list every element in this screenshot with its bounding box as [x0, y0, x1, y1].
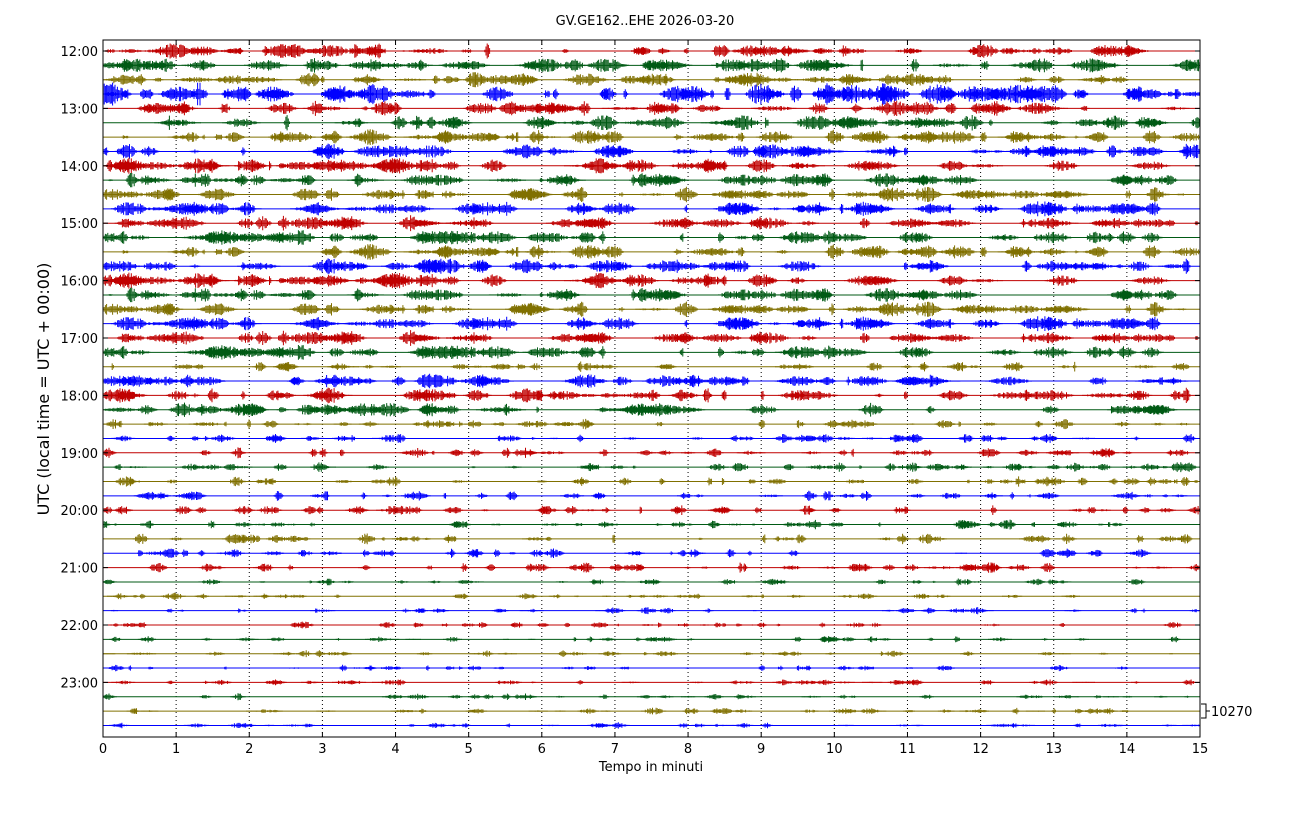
x-tick-label: 12	[972, 742, 989, 757]
trace-row	[102, 505, 1200, 515]
x-tick-label: 7	[611, 742, 619, 757]
trace-row	[106, 664, 1131, 672]
trace-row	[109, 722, 1201, 729]
trace-row	[102, 345, 1164, 360]
y-tick-label: 14:00	[61, 160, 98, 175]
trace-row	[109, 621, 1183, 629]
trace-row	[102, 143, 1200, 160]
trace-row	[102, 186, 1187, 203]
trace-row	[102, 578, 1146, 586]
trace-row	[108, 173, 1178, 188]
y-tick-label: 15:00	[61, 217, 98, 232]
trace-row	[132, 533, 1193, 545]
x-tick-label: 15	[1192, 742, 1209, 757]
trace-row	[113, 462, 1197, 473]
y-axis-ticks: 12:00 13:00 14:00 15:00 16:00 17:00 18:00 19:00…	[61, 45, 1200, 691]
x-tick-label: 8	[684, 742, 692, 757]
trace-row	[110, 361, 1191, 372]
trace-row	[102, 387, 1191, 404]
x-tick-label: 11	[899, 742, 916, 757]
x-tick-label: 3	[318, 742, 326, 757]
trace-row	[114, 330, 1199, 346]
minute-grid	[175, 40, 1128, 737]
y-tick-label: 17:00	[61, 332, 98, 347]
x-tick-label: 4	[391, 742, 399, 757]
x-tick-label: 6	[538, 742, 546, 757]
y-tick-label: 12:00	[61, 45, 98, 60]
plot-frame	[102, 39, 1201, 738]
trace-row	[111, 316, 1162, 332]
x-tick-label: 10	[826, 742, 843, 757]
chart-title: GV.GE162..EHE 2026-03-20	[556, 14, 735, 29]
x-tick-label: 1	[172, 742, 180, 757]
seismic-traces	[102, 43, 1201, 729]
trace-row	[111, 434, 1196, 443]
y-tick-label: 13:00	[61, 102, 98, 117]
trace-row	[102, 447, 1190, 459]
amplitude-scale-bar: 10270	[1201, 703, 1252, 720]
y-tick-label: 21:00	[61, 562, 98, 577]
trace-row	[102, 82, 1200, 106]
x-tick-label: 5	[465, 742, 473, 757]
y-tick-label: 20:00	[61, 504, 98, 519]
trace-row	[147, 562, 1201, 573]
trace-row	[102, 301, 1187, 317]
trace-row	[102, 519, 1127, 530]
trace-row	[107, 592, 1080, 600]
trace-row	[102, 272, 1171, 289]
trace-row	[104, 418, 1190, 430]
trace-row	[104, 157, 1171, 174]
y-tick-label: 23:00	[61, 676, 98, 691]
trace-row	[103, 650, 1173, 658]
trace-row	[102, 373, 1189, 389]
trace-row	[113, 476, 1199, 487]
trace-row	[102, 72, 1129, 88]
scale-bracket	[1201, 703, 1210, 719]
trace-row	[110, 607, 1201, 615]
y-tick-label: 16:00	[61, 275, 98, 290]
trace-row	[109, 636, 1181, 643]
trace-row	[102, 230, 1164, 245]
y-tick-label: 22:00	[61, 619, 98, 634]
x-tick-label: 13	[1045, 742, 1062, 757]
x-tick-label: 9	[757, 742, 765, 757]
trace-row	[154, 115, 1200, 131]
x-axis-label: Tempo in minuti	[598, 760, 703, 775]
trace-row	[111, 201, 1162, 217]
trace-row	[102, 258, 1191, 275]
x-tick-label: 2	[245, 742, 253, 757]
x-tick-label: 0	[99, 742, 107, 757]
trace-row	[137, 548, 1152, 558]
trace-row	[104, 43, 1156, 59]
x-tick-label: 14	[1119, 742, 1136, 757]
trace-row	[121, 244, 1201, 260]
trace-row	[133, 490, 1188, 501]
y-axis-label: UTC (local time = UTC + 00:00)	[34, 263, 53, 516]
trace-row	[126, 707, 1130, 715]
y-tick-label: 18:00	[61, 389, 98, 404]
trace-row	[111, 679, 1196, 686]
trace-row	[108, 287, 1178, 303]
trace-row	[102, 58, 1201, 73]
trace-row	[114, 215, 1199, 232]
scale-label: 10270	[1211, 705, 1252, 720]
trace-row	[137, 100, 1190, 116]
trace-row	[121, 129, 1201, 145]
trace-row	[102, 693, 1190, 701]
x-axis-ticks: 0 1 2 3 4 5 6 7 8 9 10 11 12 13 14 15	[99, 40, 1208, 757]
y-tick-label: 19:00	[61, 447, 98, 462]
